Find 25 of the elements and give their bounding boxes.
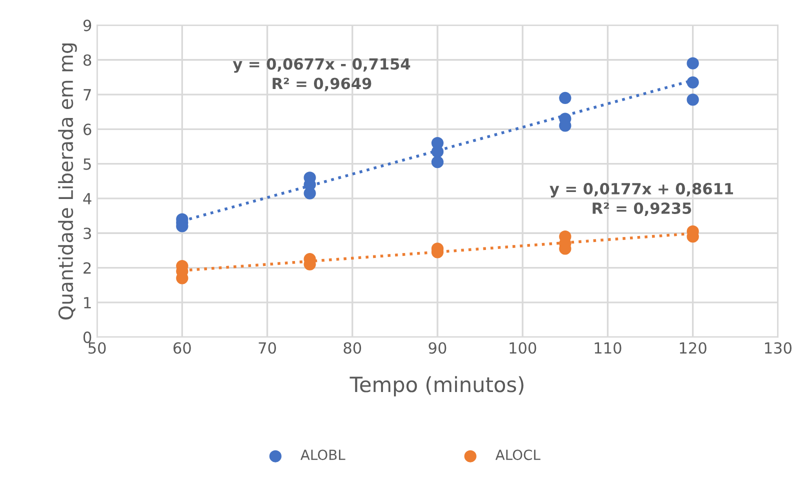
y-axis-title: Quantidade Liberada em mg <box>58 43 77 320</box>
y-tick-label: 7 <box>84 89 91 100</box>
y-tick-label: 5 <box>84 158 91 170</box>
annotation: y = 0,0177x + 0,8611 R² = 0,9235 <box>550 182 734 216</box>
y-tick-label: 8 <box>83 54 92 66</box>
y-tick-label: 3 <box>84 228 91 240</box>
y-tick-label: 9 <box>83 20 92 32</box>
legend-label: ALOCL <box>495 450 540 460</box>
x-tick-label: 70 <box>258 342 276 354</box>
annotation: y = 0,0677x - 0,7154 R² = 0,9649 <box>232 58 410 92</box>
y-tick-label: 1 <box>84 297 91 308</box>
y-tick-label: 6 <box>84 124 92 136</box>
y-tick-label: 4 <box>83 193 92 204</box>
x-axis-title: Tempo (minutos) <box>350 376 524 396</box>
x-tick-label: 110 <box>594 342 622 354</box>
legend-label: ALOBL <box>300 450 346 460</box>
y-tick-label: 2 <box>84 262 91 274</box>
x-tick-label: 80 <box>344 342 362 354</box>
x-tick-label: 100 <box>510 342 536 354</box>
x-tick-label: 90 <box>428 342 446 354</box>
x-tick-label: 130 <box>765 342 792 354</box>
x-tick-label: 60 <box>174 342 191 354</box>
x-tick-label: 120 <box>680 342 706 354</box>
x-tick-label: 50 <box>88 342 106 354</box>
y-tick-label: 0 <box>83 332 92 344</box>
